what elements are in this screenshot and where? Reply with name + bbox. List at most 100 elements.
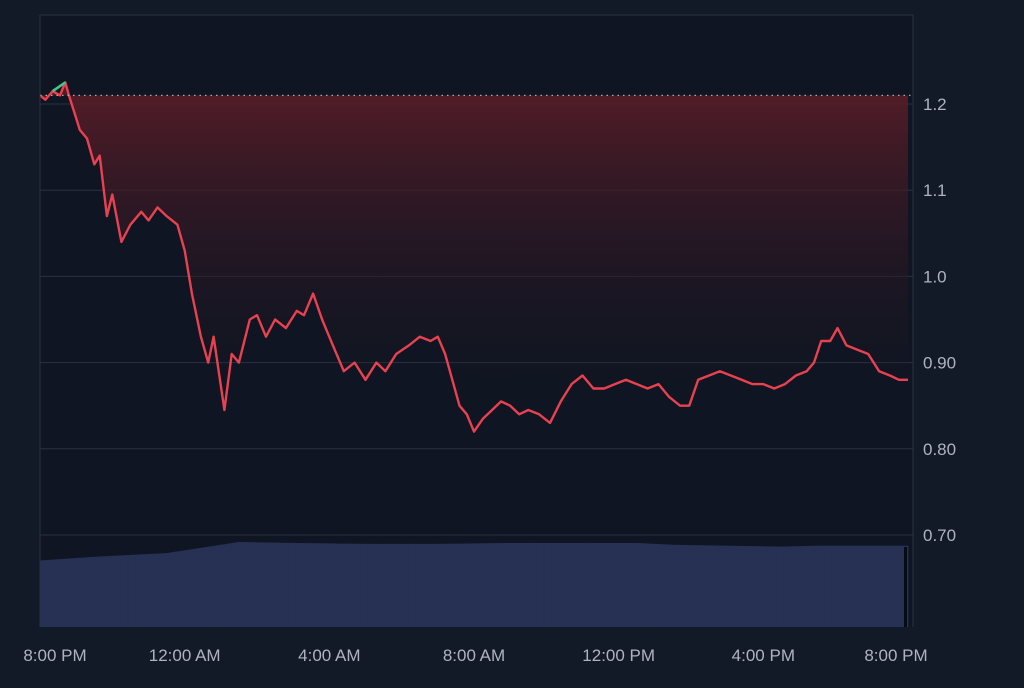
volume-bar [351,543,355,627]
volume-bar [575,542,580,627]
volume-bar [680,544,684,627]
volume-bar [482,543,487,627]
volume-bar [249,542,253,627]
volume-bar [474,543,478,627]
volume-bar [851,545,855,627]
volume-bar [357,543,361,627]
volume-bar [539,542,544,627]
volume-bar [599,542,604,627]
volume-bar [605,542,610,627]
volume-bar [417,543,421,627]
volume-bar [180,550,185,627]
volume-bar [375,543,379,627]
volume-bar [854,545,858,627]
volume-bar [875,545,879,627]
volume-bar [177,551,182,627]
volume-bar [99,556,104,627]
volume-bar [204,547,209,627]
volume-bar [722,545,726,627]
volume-bar [465,543,469,627]
volume-bar [821,545,825,627]
volume-bar [566,542,571,627]
volume-bar [902,545,906,627]
volume-bar [830,545,834,627]
volume-bar [683,544,687,627]
volume-bar [620,542,625,627]
volume-bar [402,543,406,627]
volume-bar-latest [904,547,907,627]
volume-bar [659,544,663,627]
volume-bar [773,546,777,627]
volume-bar [453,543,457,627]
volume-bar [752,546,756,627]
volume-bar [84,557,89,627]
volume-bar [818,545,822,627]
volume-bar [240,542,244,627]
volume-bar [506,542,511,627]
volume-bar [255,542,259,627]
volume-bar [554,542,559,627]
volume-bar [387,543,391,627]
volume-bar [264,542,268,627]
volume-bar [536,542,541,627]
volume-bar [369,543,373,627]
volume-bar [51,559,56,627]
volume-bar [117,555,122,627]
volume-bar [731,545,735,627]
volume-bar [372,543,376,627]
volume-bar [743,545,747,627]
volume-bar [557,542,562,627]
volume-bar [135,554,140,627]
volume-bar [602,542,607,627]
volume-bar [126,555,131,627]
volume-bar [668,544,672,627]
volume-bar [279,542,283,627]
volume-bar [120,555,125,627]
volume-bar [54,559,59,627]
volume-bar [102,556,107,627]
volume-bar [42,560,47,627]
volume-bar [848,545,852,627]
volume-bar [45,559,50,627]
volume-bar [881,545,885,627]
volume-bar [108,555,113,627]
volume-bar [626,542,631,627]
volume-bar [485,543,490,627]
volume-bar [563,542,568,627]
volume-bar [797,546,801,627]
volume-bar [836,545,840,627]
volume-bar [309,543,313,627]
volume-bar [785,546,789,627]
volume-bar [869,545,873,627]
volume-bar [479,543,484,627]
volume-bar [500,543,505,627]
volume-bar [138,554,143,627]
volume-bar [488,543,493,627]
volume-bar [333,543,337,627]
volume-bar [48,559,53,627]
volume-bar [812,545,816,627]
volume-bar [845,545,849,627]
volume-bar [201,547,206,627]
volume-bar [378,543,382,627]
volume-bar [878,545,882,627]
volume-bar [321,543,325,627]
volume-bar [725,545,729,627]
volume-bar [399,543,403,627]
volume-bar [327,543,331,627]
volume-bar [153,553,158,627]
volume-bar [884,545,888,627]
volume-bar [551,542,556,627]
volume-bar [40,560,44,627]
volume-bar [123,555,128,627]
volume-bar [533,542,538,627]
volume-bar [644,543,648,627]
volume-bar [336,543,340,627]
volume-bar [833,545,837,627]
volume-bar [228,543,232,627]
volume-bar [827,545,831,627]
volume-bar [749,546,753,627]
volume-bar [491,543,496,627]
volume-bar [57,559,62,627]
volume-bar [93,556,98,627]
